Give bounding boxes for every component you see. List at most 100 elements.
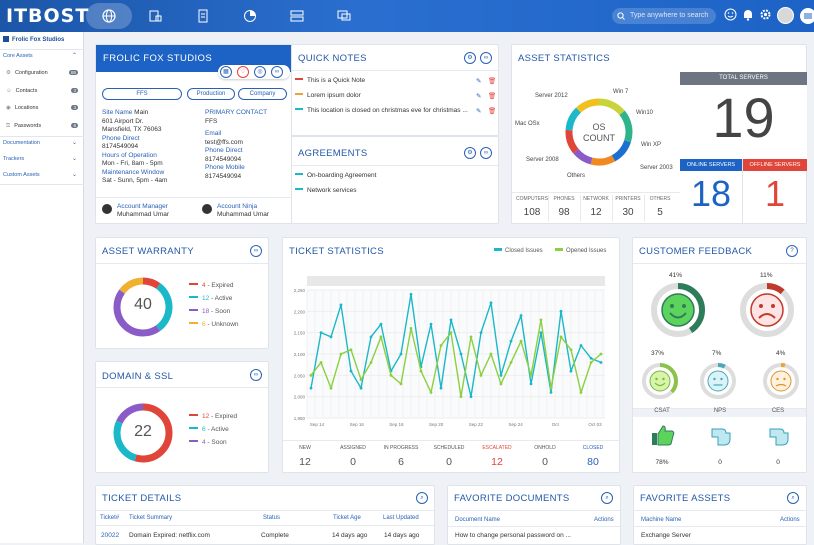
data-point[interactable] xyxy=(579,344,583,347)
ticket-count-value[interactable]: 80 xyxy=(587,456,599,468)
sidebar-item-configuration[interactable]: ⚙ Configuration 65 xyxy=(6,70,80,76)
sidebar-org-name[interactable]: Frolic Fox Studios xyxy=(3,36,64,43)
data-point[interactable] xyxy=(319,361,323,364)
tag-production[interactable]: Production xyxy=(187,88,235,100)
col-ticket-age[interactable]: Ticket Age xyxy=(333,515,361,521)
data-point[interactable] xyxy=(429,322,433,326)
data-point[interactable] xyxy=(569,369,573,373)
phone-direct-value[interactable]: 8174549094 xyxy=(205,155,242,163)
agreement-item[interactable]: Network services xyxy=(295,187,356,194)
nav-chat-icon[interactable] xyxy=(321,3,367,29)
data-point[interactable] xyxy=(349,348,353,352)
data-point[interactable] xyxy=(589,356,593,360)
search-input[interactable]: Type anywhere to search xyxy=(612,8,716,24)
data-point[interactable] xyxy=(409,292,413,296)
data-point[interactable] xyxy=(569,348,573,352)
data-point[interactable] xyxy=(329,335,333,339)
data-point[interactable] xyxy=(349,369,353,373)
os-segment[interactable] xyxy=(576,98,600,113)
data-point[interactable] xyxy=(449,318,453,322)
data-point[interactable] xyxy=(469,335,473,339)
data-point[interactable] xyxy=(509,339,513,343)
col-status[interactable]: Status xyxy=(263,515,281,521)
tag-ffs[interactable]: FFS xyxy=(102,88,182,100)
search-icon[interactable]: ⌕ xyxy=(416,492,428,504)
data-point[interactable] xyxy=(399,382,403,386)
sidebar-item-passwords[interactable]: ⚿ Passwords 8 xyxy=(6,123,80,130)
link-icon[interactable]: ∞ xyxy=(271,66,283,78)
link-icon[interactable]: ∞ xyxy=(480,147,492,159)
sidebar-core-assets[interactable]: Core Assets xyxy=(3,53,33,59)
os-segment[interactable] xyxy=(565,129,579,154)
ticket-count-value[interactable]: 0 xyxy=(350,456,356,468)
list-item[interactable]: This location is closed on christmas eve… xyxy=(295,107,497,115)
data-point[interactable] xyxy=(599,352,603,356)
data-point[interactable] xyxy=(549,386,553,390)
settings-icon[interactable]: ⚙ xyxy=(464,52,476,64)
data-point[interactable] xyxy=(419,369,423,373)
edit-icon[interactable]: ✎ xyxy=(476,93,482,100)
tag-company[interactable]: Company xyxy=(238,88,287,100)
sidebar-documentation[interactable]: Documentation xyxy=(3,140,40,146)
data-point[interactable] xyxy=(339,303,343,307)
col-last-updated[interactable]: Last Updated xyxy=(383,515,419,521)
data-point[interactable] xyxy=(399,352,403,356)
nav-reports-icon[interactable] xyxy=(227,3,273,29)
sidebar-trackers[interactable]: Trackers xyxy=(3,156,25,162)
bell-icon[interactable] xyxy=(742,8,754,21)
data-point[interactable] xyxy=(529,373,533,377)
grid-icon[interactable]: ▦ xyxy=(220,66,232,78)
donut-segment[interactable] xyxy=(113,403,173,463)
edit-icon[interactable]: ✎ xyxy=(476,108,482,115)
link-icon[interactable]: ∞ xyxy=(480,52,492,64)
ticket-count-value[interactable]: 0 xyxy=(542,456,548,468)
data-point[interactable] xyxy=(519,314,523,317)
os-segment[interactable] xyxy=(565,107,582,131)
ticket-count-value[interactable]: 0 xyxy=(446,456,452,468)
data-point[interactable] xyxy=(309,373,313,377)
data-point[interactable] xyxy=(579,391,583,394)
delete-icon[interactable]: 🗑 xyxy=(488,78,497,85)
data-point[interactable] xyxy=(509,361,513,364)
smiley-icon[interactable] xyxy=(724,8,737,21)
avatar[interactable] xyxy=(777,7,794,24)
data-point[interactable] xyxy=(439,386,443,390)
data-point[interactable] xyxy=(489,301,493,305)
data-point[interactable] xyxy=(519,339,523,343)
chart-range-bar[interactable] xyxy=(307,276,605,286)
search-icon[interactable]: ⌕ xyxy=(787,492,799,504)
os-segment[interactable] xyxy=(573,148,593,165)
menu-button[interactable] xyxy=(800,8,814,24)
data-point[interactable] xyxy=(559,309,563,313)
eye-off-icon[interactable]: ◎ xyxy=(254,66,266,78)
data-point[interactable] xyxy=(379,335,383,339)
phone-mobile[interactable]: 8174549094 xyxy=(205,172,242,180)
agreement-item[interactable]: On-boarding Agreement xyxy=(295,172,376,179)
asset-stat-value[interactable]: 12 xyxy=(590,207,602,218)
ticket-count-value[interactable]: 12 xyxy=(299,456,311,468)
data-point[interactable] xyxy=(459,352,463,356)
ticket-count-value[interactable]: 12 xyxy=(491,456,503,468)
data-point[interactable] xyxy=(339,352,343,356)
col-ticket-number[interactable]: Ticket# xyxy=(100,515,120,521)
settings-icon[interactable]: ⚙ xyxy=(464,147,476,159)
email[interactable]: test@ffs.com xyxy=(205,138,243,146)
asset-link[interactable]: Exchange Server xyxy=(641,532,691,539)
data-point[interactable] xyxy=(389,373,393,377)
data-point[interactable] xyxy=(409,327,413,330)
data-point[interactable] xyxy=(559,335,563,339)
data-point[interactable] xyxy=(459,395,463,399)
delete-icon[interactable]: 🗑 xyxy=(488,108,497,115)
data-point[interactable] xyxy=(379,322,383,326)
nav-globe-icon[interactable] xyxy=(86,3,132,29)
donut-segment[interactable] xyxy=(113,403,173,463)
data-point[interactable] xyxy=(319,331,323,335)
data-point[interactable] xyxy=(499,373,503,377)
ticket-count-value[interactable]: 6 xyxy=(398,456,404,468)
link-icon[interactable]: ∞ xyxy=(250,369,262,381)
col-ticket-summary[interactable]: Ticket Summary xyxy=(129,515,173,521)
nav-assets-icon[interactable] xyxy=(132,3,178,29)
os-segment[interactable] xyxy=(598,98,625,116)
data-point[interactable] xyxy=(529,382,533,386)
ticket-number[interactable]: 20022 xyxy=(101,532,120,539)
